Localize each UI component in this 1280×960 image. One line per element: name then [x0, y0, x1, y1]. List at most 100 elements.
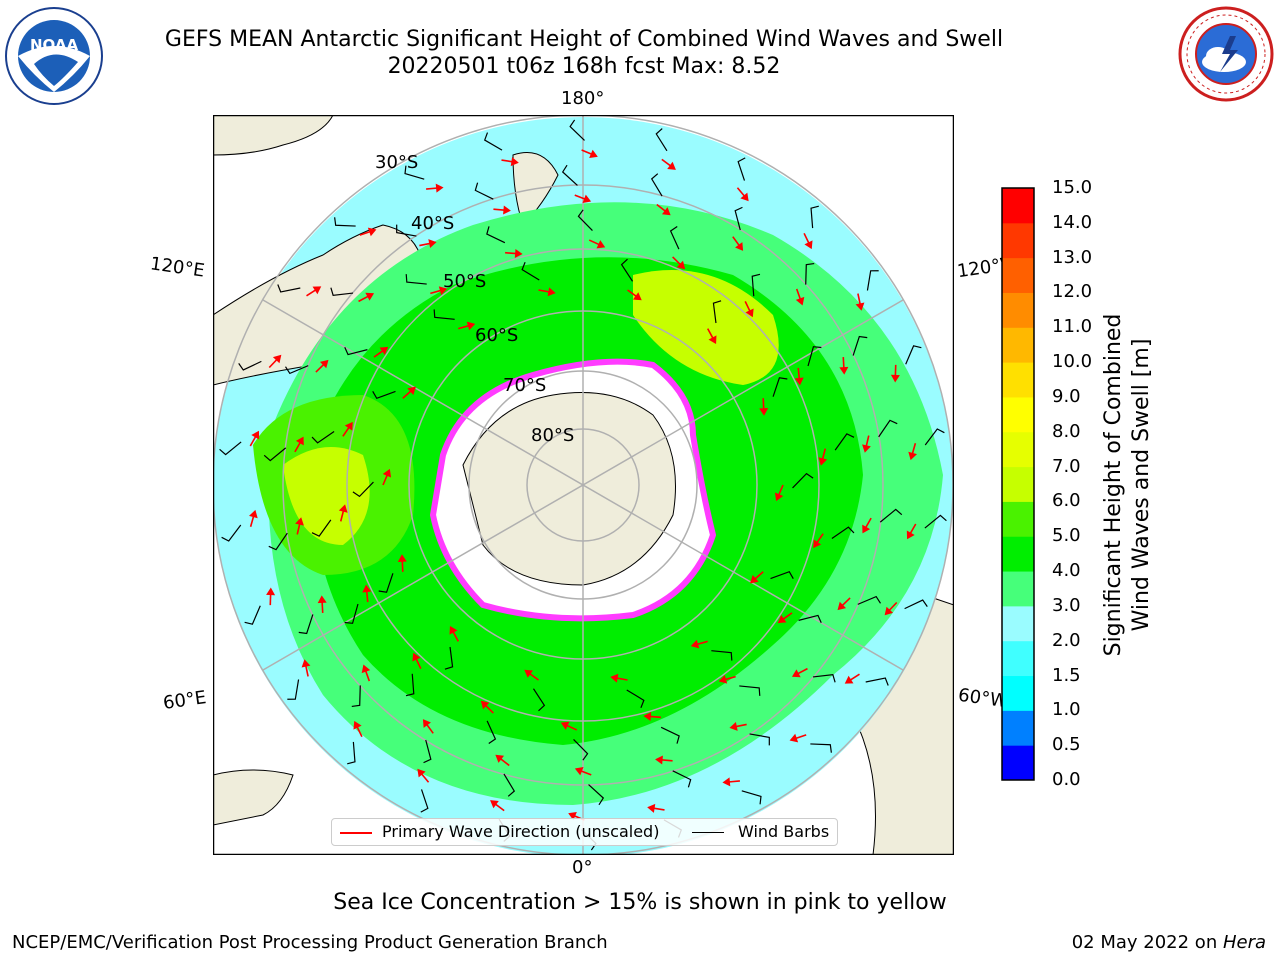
wind-barb [792, 472, 814, 489]
colorbar-tick-label: 0.0 [1052, 769, 1081, 790]
wave-arrow-head [908, 451, 917, 461]
wave-arrow-head [379, 346, 389, 355]
wind-barb [573, 738, 589, 761]
wind-barb-swatch [692, 832, 724, 833]
wave-arrow-head [610, 673, 619, 683]
wave-arrow-head [643, 712, 652, 722]
wave-arrow-head [510, 157, 519, 167]
wave-arrow-head [837, 601, 847, 611]
wind-barb [420, 789, 429, 813]
wave-arrow-head [295, 517, 304, 526]
colorbar-bin [1002, 257, 1034, 293]
wind-barb [219, 441, 242, 456]
wind-barb [810, 743, 832, 753]
wind-barb [749, 733, 770, 746]
wind-barb [812, 674, 836, 683]
wind-barb [298, 614, 314, 635]
wave-arrow-head [844, 675, 854, 684]
wind-barb [444, 646, 454, 670]
colorbar-tick-label: 11.0 [1052, 316, 1093, 338]
colorbar [1001, 187, 1035, 781]
wave-arrow-head [647, 803, 656, 813]
wave-arrow-head [514, 248, 523, 258]
wave-arrow-head [301, 659, 311, 668]
noaa-logo: NOAA [5, 7, 103, 105]
wave-arrow-head [449, 625, 458, 635]
date-run-prefix: 02 May 2022 on [1071, 932, 1223, 953]
wind-barb [807, 346, 822, 367]
wave-arrow-head [367, 227, 377, 237]
colorbar-tick-label: 7.0 [1052, 455, 1081, 477]
wave-arrow-head [740, 192, 749, 202]
wave-arrow-head [804, 240, 813, 250]
colorbar-tick-label: 4.0 [1052, 560, 1081, 582]
wind-barb [772, 377, 788, 397]
colorbar-tick-label: 1.5 [1052, 664, 1081, 686]
wave-arrow-head [813, 539, 822, 549]
wave-arrow-head [438, 286, 448, 296]
wind-barb [311, 519, 332, 537]
wind-barb [287, 679, 300, 700]
wave-arrow-head [661, 207, 671, 216]
wave-arrow-head [589, 149, 598, 159]
colorbar-title: Significant Height of Combined Wind Wave… [1100, 314, 1156, 657]
wave-arrow-head [412, 652, 421, 662]
wave-arrow-head [794, 377, 804, 386]
colorbar-bin [1002, 222, 1034, 259]
date-run: 02 May 2022 on Hera [1072, 932, 1266, 953]
wave-arrow-head [568, 811, 577, 821]
wind-barb [405, 274, 427, 285]
wave-arrow-head [319, 359, 329, 369]
wave-arrow-head [361, 664, 371, 674]
wind-barb [569, 119, 585, 141]
colorbar-bin [1002, 675, 1034, 711]
wind-barb [905, 345, 922, 365]
colorbar-bin [1002, 431, 1034, 468]
wave-arrow-head [547, 287, 556, 297]
wave-arrow-head [249, 509, 258, 519]
colorbar-tick-label: 8.0 [1052, 420, 1081, 442]
wave-arrow-head [582, 194, 592, 203]
wind-barb [588, 784, 605, 806]
wind-barb [561, 164, 578, 186]
wave-arrow-head [789, 733, 799, 743]
wave-arrow-head [428, 239, 437, 249]
wind-barb [865, 677, 889, 686]
wave-arrow-head [774, 492, 784, 502]
lat-label-40s: 40°S [411, 213, 454, 234]
wind-barb [311, 431, 335, 444]
wave-arrow-head [667, 161, 676, 170]
sea-ice-note: Sea Ice Concentration > 15% is shown in … [333, 890, 947, 915]
wave-arrow-head [906, 530, 915, 540]
wind-barb [532, 688, 546, 712]
wind-barb [831, 526, 855, 539]
wind-barb [577, 209, 593, 232]
wave-arrow-head [574, 767, 584, 776]
wind-barb [330, 287, 354, 296]
wave-arrow-head [777, 615, 787, 624]
wave-arrow-head [317, 595, 327, 604]
wave-arrow-head [422, 719, 431, 728]
lon-label-180: 180° [561, 88, 605, 109]
wave-arrow-head [890, 374, 900, 383]
wave-arrow-head [633, 292, 642, 301]
colorbar-bin [1002, 396, 1034, 433]
colorbar-title-line2: Wind Waves and Swell [m] [1129, 338, 1154, 632]
wind-barb [284, 365, 309, 375]
wave-arrow-head [344, 421, 353, 431]
wind-barb [737, 157, 746, 181]
lat-label-30s: 30°S [375, 152, 418, 173]
colorbar-bin [1002, 292, 1034, 328]
wind-barb [433, 309, 455, 320]
wave-arrow-head [490, 800, 499, 809]
colorbar-bin [1002, 362, 1034, 398]
lat-label-70s: 70°S [503, 375, 546, 396]
wind-barb [852, 335, 868, 356]
lon-label-60e: 60°E [161, 687, 208, 714]
wind-barb [924, 428, 945, 446]
wind-barb [503, 773, 516, 797]
wind-barb [805, 262, 815, 285]
colorbar-tick-label: 5.0 [1052, 525, 1081, 547]
wind-barb-legend-label: Wind Barbs [738, 822, 830, 841]
wave-arrow-head [676, 260, 686, 270]
